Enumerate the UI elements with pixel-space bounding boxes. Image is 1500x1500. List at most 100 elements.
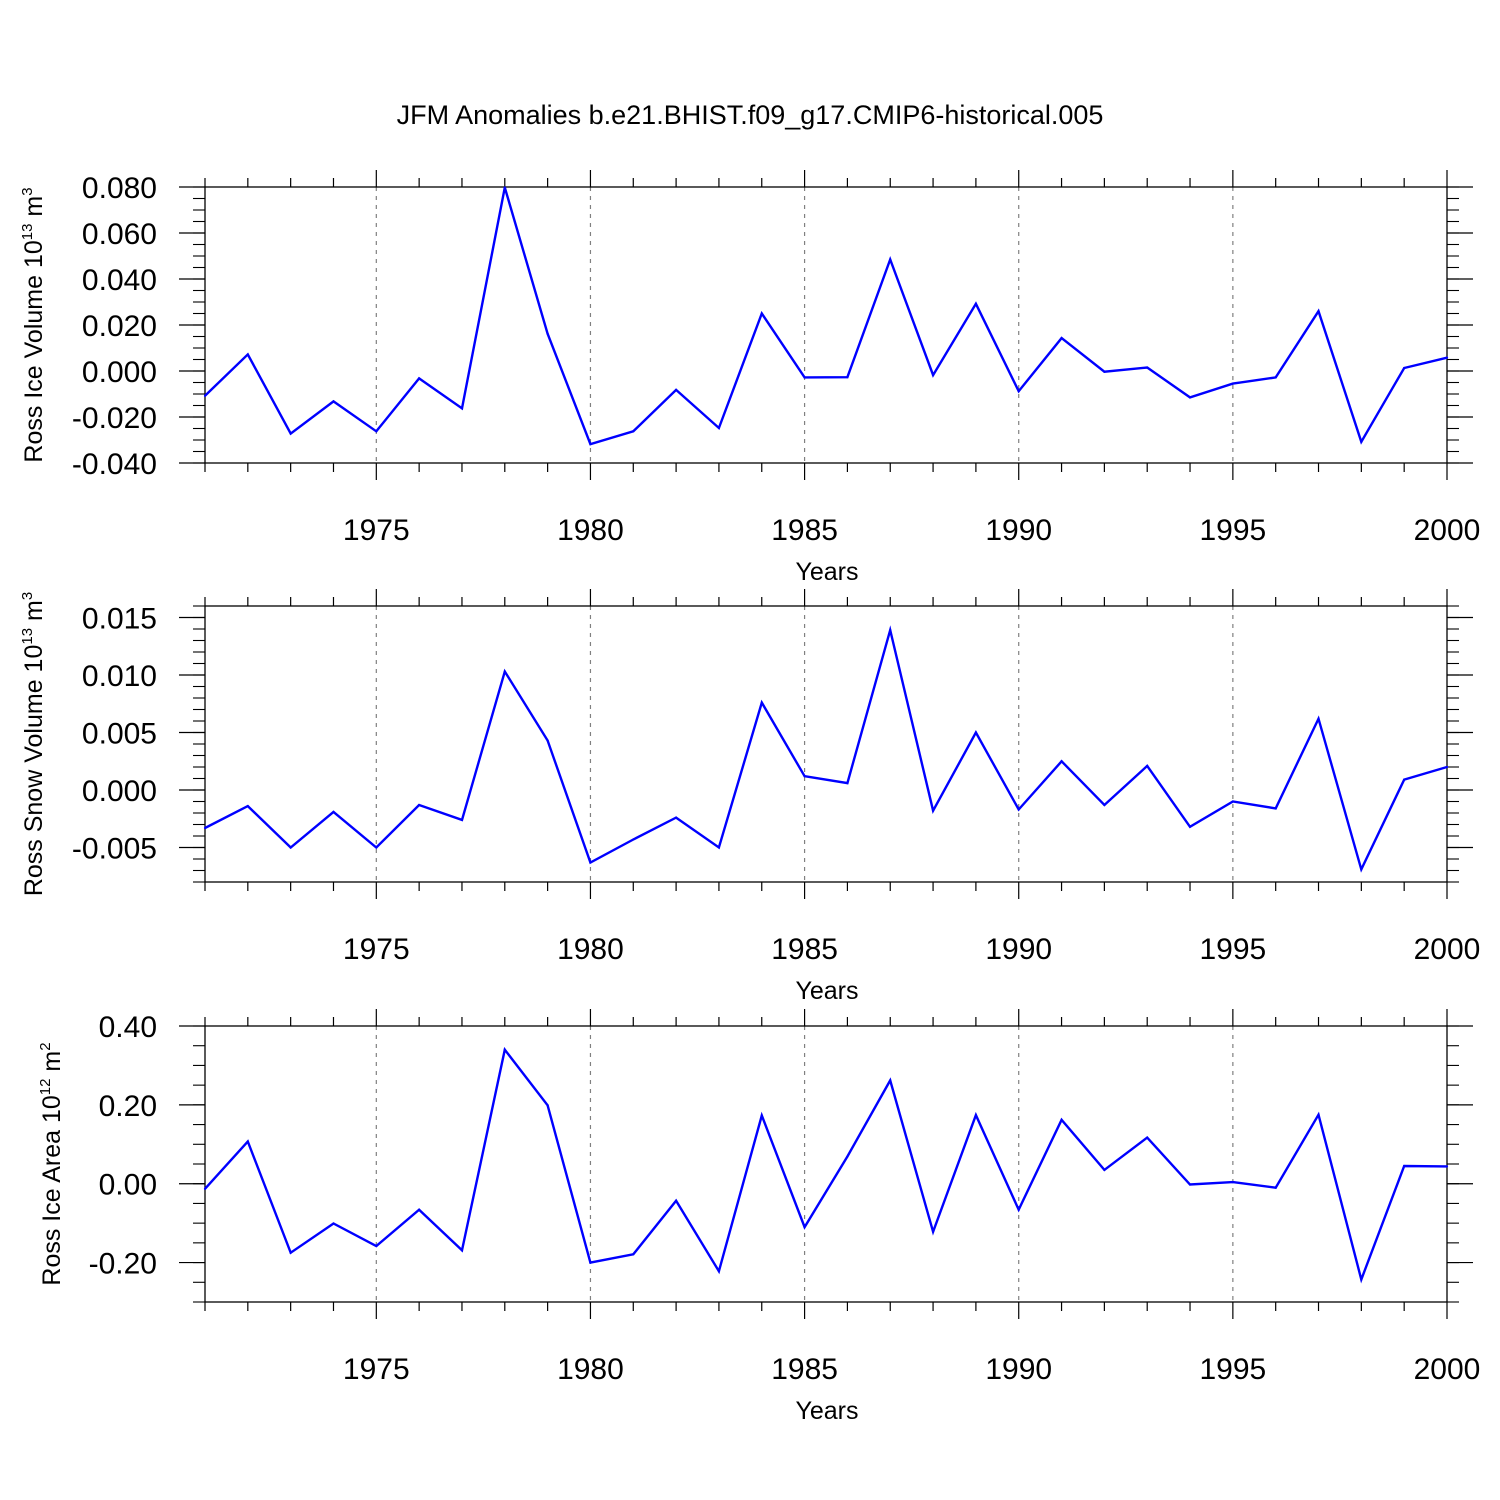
data-point xyxy=(846,782,849,785)
data-point xyxy=(332,400,335,403)
x-axis-title: Years xyxy=(795,977,858,1005)
data-point xyxy=(846,376,849,379)
y-tick-label: 0.00 xyxy=(99,1169,157,1202)
series-line xyxy=(204,625,1448,873)
data-point xyxy=(332,1222,335,1225)
data-point xyxy=(974,302,977,305)
data-point xyxy=(931,1230,935,1233)
data-point xyxy=(1188,396,1192,399)
y-tick-label: 0.080 xyxy=(82,172,157,205)
x-tick-label: 1985 xyxy=(771,933,838,966)
data-point xyxy=(546,739,549,742)
y-axis-title-unit: m xyxy=(20,196,48,224)
y-axis-title-text: Ross Snow Volume 10 xyxy=(20,645,48,897)
x-axis-title: Years xyxy=(795,558,858,586)
y-axis-title: Ross Ice Area 1012 m2 xyxy=(37,1042,66,1285)
data-point xyxy=(632,838,635,841)
y-tick-label: -0.005 xyxy=(72,833,157,866)
data-point xyxy=(803,775,806,778)
data-point xyxy=(1060,337,1063,340)
x-tick-label: 1975 xyxy=(343,933,410,966)
data-point xyxy=(418,1208,421,1211)
data-point xyxy=(1146,764,1149,767)
y-tick-label: 0.020 xyxy=(82,310,157,343)
y-tick-label: -0.20 xyxy=(89,1248,157,1281)
data-point xyxy=(1445,1165,1449,1168)
data-point xyxy=(889,629,892,632)
data-point xyxy=(203,1187,207,1190)
data-point xyxy=(803,1225,806,1229)
data-point xyxy=(375,846,378,849)
x-tick-label: 1980 xyxy=(557,514,624,547)
data-point xyxy=(1274,1186,1277,1189)
y-tick-label: 0.060 xyxy=(82,218,157,251)
data-point xyxy=(1146,366,1149,369)
x-tick-label: 1985 xyxy=(771,514,838,547)
data-point xyxy=(246,353,249,356)
x-tick-label: 2000 xyxy=(1414,1353,1481,1386)
data-point xyxy=(332,810,335,813)
chart-panel-3: -0.20 0.00 0.20 0.40 1975 1980 1985 1990 1995 200… xyxy=(37,1009,1480,1425)
data-point xyxy=(546,1104,549,1107)
x-tick-label: 1980 xyxy=(557,1353,624,1386)
data-point xyxy=(931,374,935,377)
data-point xyxy=(1360,1278,1363,1281)
data-point xyxy=(1231,382,1234,385)
data-point xyxy=(203,826,207,830)
data-point xyxy=(717,426,721,430)
data-point xyxy=(632,1253,635,1256)
chart-panel-1: -0.040 -0.020 0.000 0.020 0.040 0.060 0.080 197… xyxy=(19,170,1480,586)
data-point xyxy=(546,332,549,335)
y-tick-label: -0.040 xyxy=(72,448,157,481)
y-axis-title: Ross Snow Volume 1013 m3 xyxy=(19,592,48,896)
figure-title: JFM Anomalies b.e21.BHIST.f09_g17.CMIP6-… xyxy=(397,100,1104,130)
data-point xyxy=(289,1251,292,1254)
data-point xyxy=(846,1155,849,1158)
x-tick-label: 1990 xyxy=(985,1353,1052,1386)
data-point xyxy=(974,1114,977,1117)
data-point xyxy=(1060,760,1063,763)
data-point xyxy=(460,1249,464,1252)
panels: -0.040 -0.020 0.000 0.020 0.040 0.060 0.080 197… xyxy=(19,170,1480,1425)
data-point xyxy=(717,846,721,849)
data-point xyxy=(460,407,464,410)
data-point xyxy=(1188,1183,1192,1186)
data-point xyxy=(375,430,378,433)
data-point xyxy=(1317,717,1320,720)
data-point xyxy=(1231,1181,1234,1184)
y-tick-label: 0.20 xyxy=(99,1090,157,1123)
series-line xyxy=(204,187,1448,446)
data-point xyxy=(375,1244,378,1248)
data-point xyxy=(289,432,292,435)
data-point xyxy=(889,258,892,261)
y-tick-label: 0.040 xyxy=(82,264,157,297)
y-axis-title: Ross Ice Volume 1013 m3 xyxy=(19,187,48,462)
y-axis-title-unit: m xyxy=(38,1051,66,1079)
y-axis-title-unit-exponent: 2 xyxy=(37,1042,54,1050)
data-point xyxy=(418,377,421,380)
x-tick-label: 1985 xyxy=(771,1353,838,1386)
data-point xyxy=(589,443,592,446)
data-point xyxy=(760,1114,763,1117)
data-point xyxy=(418,803,421,807)
data-point xyxy=(1103,370,1106,373)
x-tick-label: 2000 xyxy=(1414,514,1481,547)
x-tick-label: 1975 xyxy=(343,514,410,547)
data-point xyxy=(1017,1208,1020,1211)
series-line xyxy=(204,1046,1448,1284)
y-axis-title-unit: m xyxy=(20,600,48,628)
y-axis-title-exponent: 13 xyxy=(19,224,36,241)
data-point xyxy=(675,388,678,391)
y-axis-title-exponent: 13 xyxy=(19,628,36,645)
data-point xyxy=(503,1048,506,1051)
data-point xyxy=(889,1079,892,1082)
y-axis-title-exponent: 12 xyxy=(37,1079,54,1096)
data-point xyxy=(1360,440,1363,443)
data-point xyxy=(803,376,806,379)
data-point xyxy=(289,846,292,849)
y-tick-label: 0.40 xyxy=(99,1011,157,1044)
data-point xyxy=(503,670,506,673)
data-point xyxy=(1445,765,1449,769)
data-point xyxy=(1274,376,1277,379)
y-tick-label: 0.000 xyxy=(82,775,157,808)
